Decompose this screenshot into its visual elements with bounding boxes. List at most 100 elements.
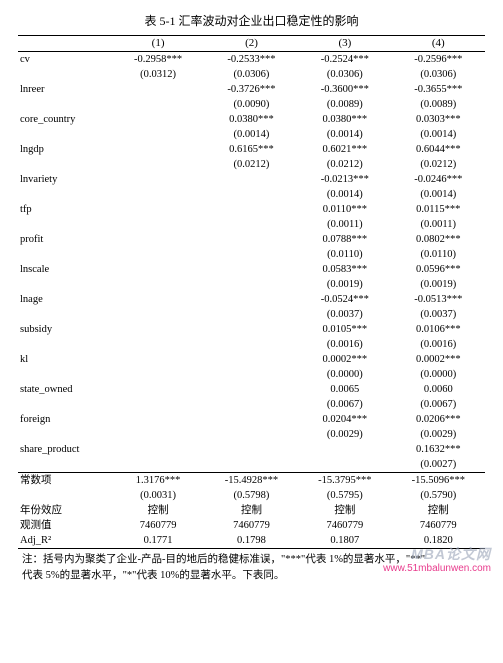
table-row: (0.0312)(0.0306)(0.0306)(0.0306) (18, 67, 485, 82)
cell: (0.0110) (392, 247, 485, 262)
cell: (0.0312) (111, 67, 204, 82)
col-h3: (3) (298, 36, 391, 52)
table-row: state_owned0.00650.0060 (18, 382, 485, 397)
cell: 0.0583*** (298, 262, 391, 277)
row-label: kl (18, 352, 111, 367)
cell: -0.0246*** (392, 172, 485, 187)
cell: -0.3600*** (298, 82, 391, 97)
table-row: tfp0.0110***0.0115*** (18, 202, 485, 217)
cell (111, 442, 204, 457)
cell (205, 367, 298, 382)
table-title: 表 5-1 汇率波动对企业出口稳定性的影响 (18, 12, 485, 29)
footnote-line2: 代表 5%的显著水平，"*"代表 10%的显著水平。下表同。 (22, 570, 284, 581)
cell: 0.0002*** (298, 352, 391, 367)
row-label (18, 427, 111, 442)
cell: 0.1632*** (392, 442, 485, 457)
row-label (18, 337, 111, 352)
table-header-row: (1) (2) (3) (4) (18, 36, 485, 52)
col-h1: (1) (111, 36, 204, 52)
cell: 0.6165*** (205, 142, 298, 157)
row-label: 观测值 (18, 518, 111, 533)
row-label: lngdp (18, 142, 111, 157)
regression-table: (1) (2) (3) (4) cv-0.2958***-0.2533***-0… (18, 35, 485, 549)
table-row: (0.0212)(0.0212)(0.0212) (18, 157, 485, 172)
cell (298, 457, 391, 473)
row-label (18, 127, 111, 142)
cell: -0.2533*** (205, 52, 298, 68)
footnote-line1: 注：括号内为聚类了企业-产品-目的地后的稳健标准误，"***"代表 1%的显著水… (22, 554, 425, 565)
cell: 0.0788*** (298, 232, 391, 247)
cell (205, 382, 298, 397)
table-row: profit0.0788***0.0802*** (18, 232, 485, 247)
cell: (0.0000) (298, 367, 391, 382)
table-row: (0.0014)(0.0014)(0.0014) (18, 127, 485, 142)
cell: -0.2524*** (298, 52, 391, 68)
cell: 1.3176*** (111, 473, 204, 489)
cell (205, 307, 298, 322)
cell (205, 172, 298, 187)
table-row: lnvariety-0.0213***-0.0246*** (18, 172, 485, 187)
cell (111, 367, 204, 382)
cell: (0.0029) (298, 427, 391, 442)
table-row: lnage-0.0524***-0.0513*** (18, 292, 485, 307)
cell (111, 337, 204, 352)
cell: -0.3655*** (392, 82, 485, 97)
row-label (18, 457, 111, 473)
cell: (0.0016) (392, 337, 485, 352)
cell: 0.0380*** (205, 112, 298, 127)
table-row: cv-0.2958***-0.2533***-0.2524***-0.2596*… (18, 52, 485, 68)
cell (205, 442, 298, 457)
cell (111, 202, 204, 217)
table-row: 年份效应控制控制控制控制 (18, 503, 485, 518)
cell (205, 322, 298, 337)
row-label: tfp (18, 202, 111, 217)
cell: (0.5798) (205, 488, 298, 503)
cell: (0.0031) (111, 488, 204, 503)
cell: 0.0380*** (298, 112, 391, 127)
cell (111, 187, 204, 202)
cell: (0.0212) (205, 157, 298, 172)
cell: 0.0065 (298, 382, 391, 397)
table-row: (0.0031)(0.5798)(0.5795)(0.5790) (18, 488, 485, 503)
table-row: (0.0110)(0.0110) (18, 247, 485, 262)
cell (205, 352, 298, 367)
cell (205, 337, 298, 352)
table-body: cv-0.2958***-0.2533***-0.2524***-0.2596*… (18, 52, 485, 549)
cell: -0.0513*** (392, 292, 485, 307)
col-h0 (18, 36, 111, 52)
cell: 0.1798 (205, 533, 298, 549)
row-label (18, 277, 111, 292)
cell (111, 217, 204, 232)
cell: (0.0000) (392, 367, 485, 382)
cell: -0.2596*** (392, 52, 485, 68)
table-row: (0.0027) (18, 457, 485, 473)
row-label (18, 217, 111, 232)
cell (205, 232, 298, 247)
cell: -0.0213*** (298, 172, 391, 187)
cell: (0.0090) (205, 97, 298, 112)
row-label: core_country (18, 112, 111, 127)
cell: 0.0204*** (298, 412, 391, 427)
cell (111, 172, 204, 187)
cell: -0.2958*** (111, 52, 204, 68)
cell (111, 277, 204, 292)
table-row: (0.0090)(0.0089)(0.0089) (18, 97, 485, 112)
cell: 0.0115*** (392, 202, 485, 217)
cell: -0.3726*** (205, 82, 298, 97)
table-row: (0.0014)(0.0014) (18, 187, 485, 202)
row-label: share_product (18, 442, 111, 457)
row-label: state_owned (18, 382, 111, 397)
cell: (0.0037) (298, 307, 391, 322)
cell: (0.0019) (298, 277, 391, 292)
cell (111, 412, 204, 427)
cell (205, 397, 298, 412)
cell (111, 82, 204, 97)
row-label (18, 187, 111, 202)
col-h4: (4) (392, 36, 485, 52)
cell: (0.0014) (392, 127, 485, 142)
cell: 0.0002*** (392, 352, 485, 367)
cell: (0.0016) (298, 337, 391, 352)
table-row: foreign0.0204***0.0206*** (18, 412, 485, 427)
col-h2: (2) (205, 36, 298, 52)
cell: (0.0014) (298, 127, 391, 142)
